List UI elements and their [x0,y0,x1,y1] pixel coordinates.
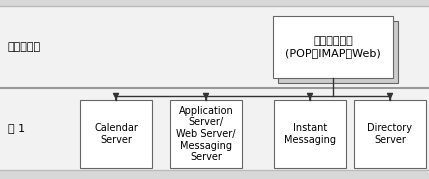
Bar [0,89,429,170]
Bar [170,100,242,168]
Bar [274,100,346,168]
Bar [0,170,429,179]
Bar [0,0,429,6]
Text: ユーザー層: ユーザー層 [8,42,41,52]
Bar [273,16,393,78]
Text: 層 1: 層 1 [8,123,25,133]
Bar [0,6,429,88]
Bar [354,100,426,168]
Text: Calendar
Server: Calendar Server [94,123,138,145]
Bar [278,21,398,83]
Text: Instant
Messaging: Instant Messaging [284,123,336,145]
Text: クライアント
(POP、IMAP、Web): クライアント (POP、IMAP、Web) [285,36,381,58]
Bar [80,100,152,168]
Text: Directory
Server: Directory Server [368,123,413,145]
Text: Application
Server/
Web Server/
Messaging
Server: Application Server/ Web Server/ Messagin… [176,106,236,162]
